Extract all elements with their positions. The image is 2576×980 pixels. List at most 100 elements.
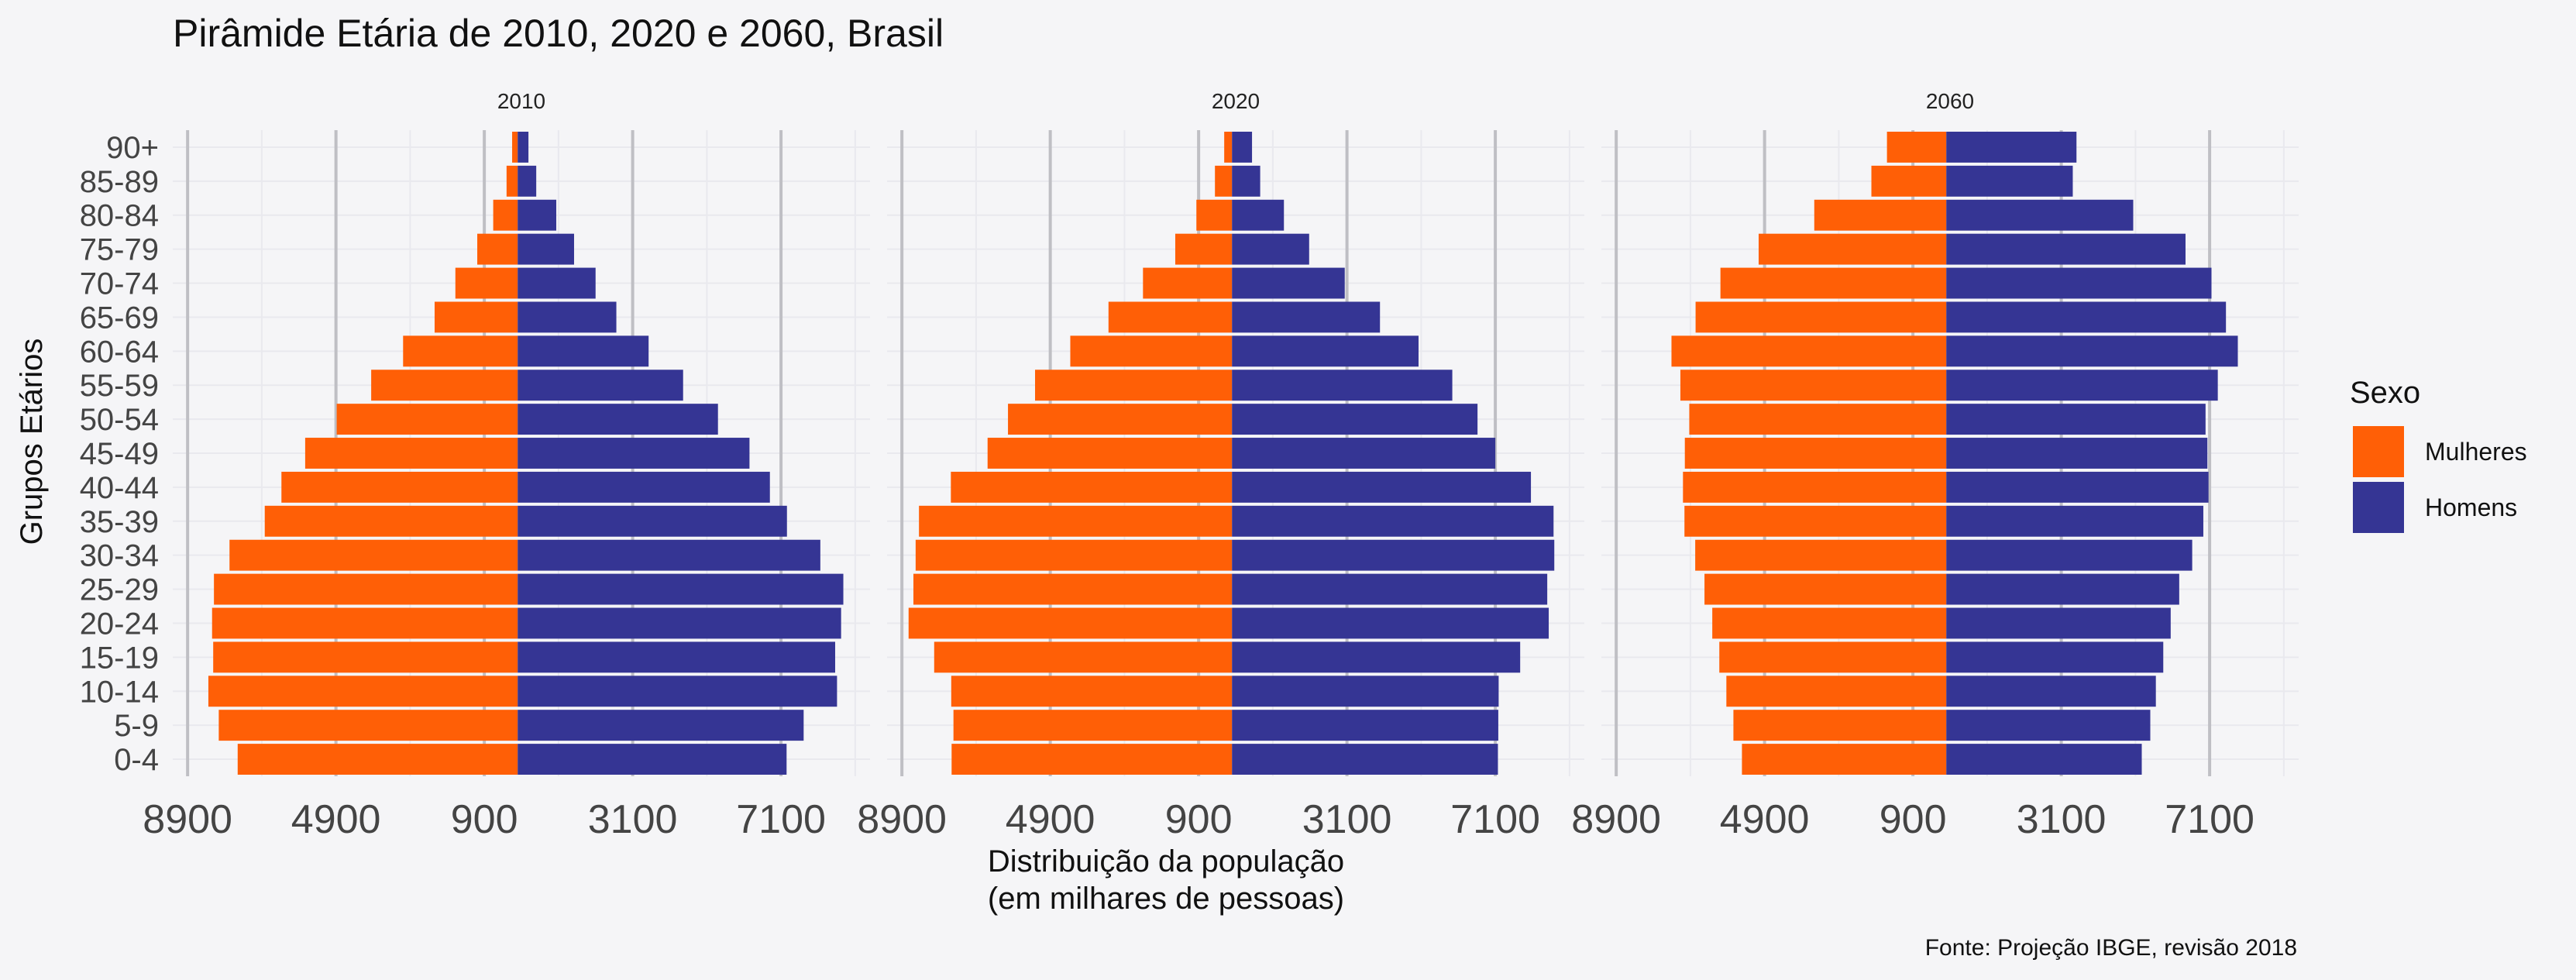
x-tick-label: 7100 (2165, 797, 2254, 842)
bar-mulheres-65-69 (1695, 301, 1947, 333)
bar-homens-25-29 (1946, 573, 2179, 605)
bar-mulheres-80-84 (493, 199, 518, 231)
x-tick-label: 3100 (1302, 797, 1392, 842)
x-tick-label: 3100 (588, 797, 678, 842)
bar-homens-80-84 (1946, 199, 2134, 231)
y-tick-label: 80-84 (80, 199, 159, 233)
x-tick-label: 8900 (857, 797, 947, 842)
legend-label: Homens (2425, 493, 2517, 521)
chart-title: Pirâmide Etária de 2010, 2020 e 2060, Br… (173, 12, 944, 55)
bar-homens-85-89 (518, 165, 537, 197)
bar-mulheres-40-44 (281, 471, 518, 503)
bar-mulheres-25-29 (1704, 573, 1947, 605)
bar-homens-50-54 (518, 404, 718, 435)
bar-homens-90+ (1946, 132, 2077, 163)
bar-homens-75-79 (1232, 233, 1309, 265)
bar-mulheres-45-49 (304, 438, 518, 469)
y-tick-label: 25-29 (80, 573, 159, 607)
bar-mulheres-10-14 (951, 676, 1233, 707)
y-tick-label: 40-44 (80, 471, 159, 505)
x-axis-label-line: (em milhares de pessoas) (988, 882, 1344, 916)
bar-mulheres-30-34 (1695, 539, 1947, 571)
bar-homens-55-59 (518, 370, 683, 401)
bar-mulheres-0-4 (237, 744, 518, 775)
bar-homens-35-39 (518, 505, 787, 537)
bar-homens-35-39 (1232, 505, 1554, 537)
bar-mulheres-10-14 (1726, 676, 1947, 707)
x-tick-label: 900 (1165, 797, 1233, 842)
bar-mulheres-50-54 (1008, 404, 1233, 435)
bar-homens-20-24 (1946, 607, 2171, 639)
bar-mulheres-75-79 (1758, 233, 1947, 265)
bar-mulheres-10-14 (208, 676, 518, 707)
bar-mulheres-55-59 (1035, 370, 1233, 401)
bar-mulheres-5-9 (1733, 710, 1947, 741)
legend: Sexo Mulheres Homens (2350, 376, 2527, 533)
bar-mulheres-60-64 (1671, 335, 1947, 367)
legend-key-mulheres (2353, 426, 2404, 477)
y-axis-label: Grupos Etários (15, 339, 49, 545)
bar-mulheres-75-79 (1175, 233, 1233, 265)
bar-homens-65-69 (1946, 301, 2227, 333)
panel-label: 2060 (1926, 89, 1974, 113)
x-tick-label: 8900 (1571, 797, 1661, 842)
bar-mulheres-65-69 (1108, 301, 1233, 333)
bar-mulheres-65-69 (434, 301, 518, 333)
bar-mulheres-85-89 (1215, 165, 1233, 197)
bar-homens-0-4 (1946, 744, 2142, 775)
panel-2060: 2060 8900 4900 900 3100 7100 (1571, 89, 2299, 842)
bar-homens-90+ (518, 132, 529, 163)
bar-homens-15-19 (1946, 641, 2164, 673)
bar-homens-70-74 (1232, 267, 1345, 299)
bar-mulheres-70-74 (1143, 267, 1233, 299)
bar-mulheres-50-54 (1689, 404, 1947, 435)
bar-mulheres-5-9 (218, 710, 518, 741)
y-tick-label: 35-39 (80, 505, 159, 539)
bar-mulheres-80-84 (1196, 199, 1233, 231)
bar-homens-30-34 (1232, 539, 1555, 571)
bar-homens-65-69 (518, 301, 617, 333)
bar-homens-10-14 (1232, 676, 1499, 707)
y-tick-label: 30-34 (80, 539, 159, 573)
bar-homens-80-84 (518, 199, 556, 231)
bar-homens-5-9 (1946, 710, 2151, 741)
y-tick-labels: 0-45-910-1415-1920-2425-2930-3435-3940-4… (80, 131, 159, 777)
bar-homens-45-49 (1232, 438, 1496, 469)
bar-mulheres-45-49 (987, 438, 1233, 469)
bar-mulheres-90+ (1886, 132, 1947, 163)
bar-homens-50-54 (1946, 404, 2206, 435)
bar-mulheres-50-54 (336, 404, 518, 435)
y-tick-label: 70-74 (80, 267, 159, 301)
panel-label: 2020 (1212, 89, 1260, 113)
bar-mulheres-70-74 (1720, 267, 1947, 299)
bar-mulheres-80-84 (1814, 199, 1947, 231)
y-tick-label: 0-4 (114, 743, 159, 777)
x-axis-label: Distribuição da população (em milhares de… (988, 844, 1344, 916)
y-tick-label: 55-59 (80, 369, 159, 403)
bar-mulheres-25-29 (913, 573, 1233, 605)
bar-homens-60-64 (1232, 335, 1419, 367)
bar-mulheres-40-44 (951, 471, 1233, 503)
bar-mulheres-60-64 (403, 335, 518, 367)
x-tick-label: 4900 (1720, 797, 1810, 842)
bar-homens-15-19 (518, 641, 835, 673)
bar-homens-0-4 (1232, 744, 1498, 775)
bar-mulheres-60-64 (1070, 335, 1233, 367)
bar-homens-5-9 (518, 710, 804, 741)
bar-homens-20-24 (1232, 607, 1549, 639)
x-tick-label: 900 (1880, 797, 1947, 842)
bar-mulheres-15-19 (1719, 641, 1947, 673)
legend-key-homens (2353, 482, 2404, 533)
x-axis-label-line: Distribuição da população (988, 844, 1344, 879)
x-tick-label: 4900 (1006, 797, 1095, 842)
y-tick-label: 65-69 (80, 301, 159, 335)
bar-homens-45-49 (518, 438, 750, 469)
bar-mulheres-5-9 (953, 710, 1233, 741)
bar-homens-0-4 (518, 744, 787, 775)
bar-homens-30-34 (1946, 539, 2193, 571)
bar-mulheres-40-44 (1683, 471, 1947, 503)
bar-mulheres-90+ (512, 132, 518, 163)
legend-label: Mulheres (2425, 438, 2527, 466)
bar-homens-55-59 (1232, 370, 1453, 401)
